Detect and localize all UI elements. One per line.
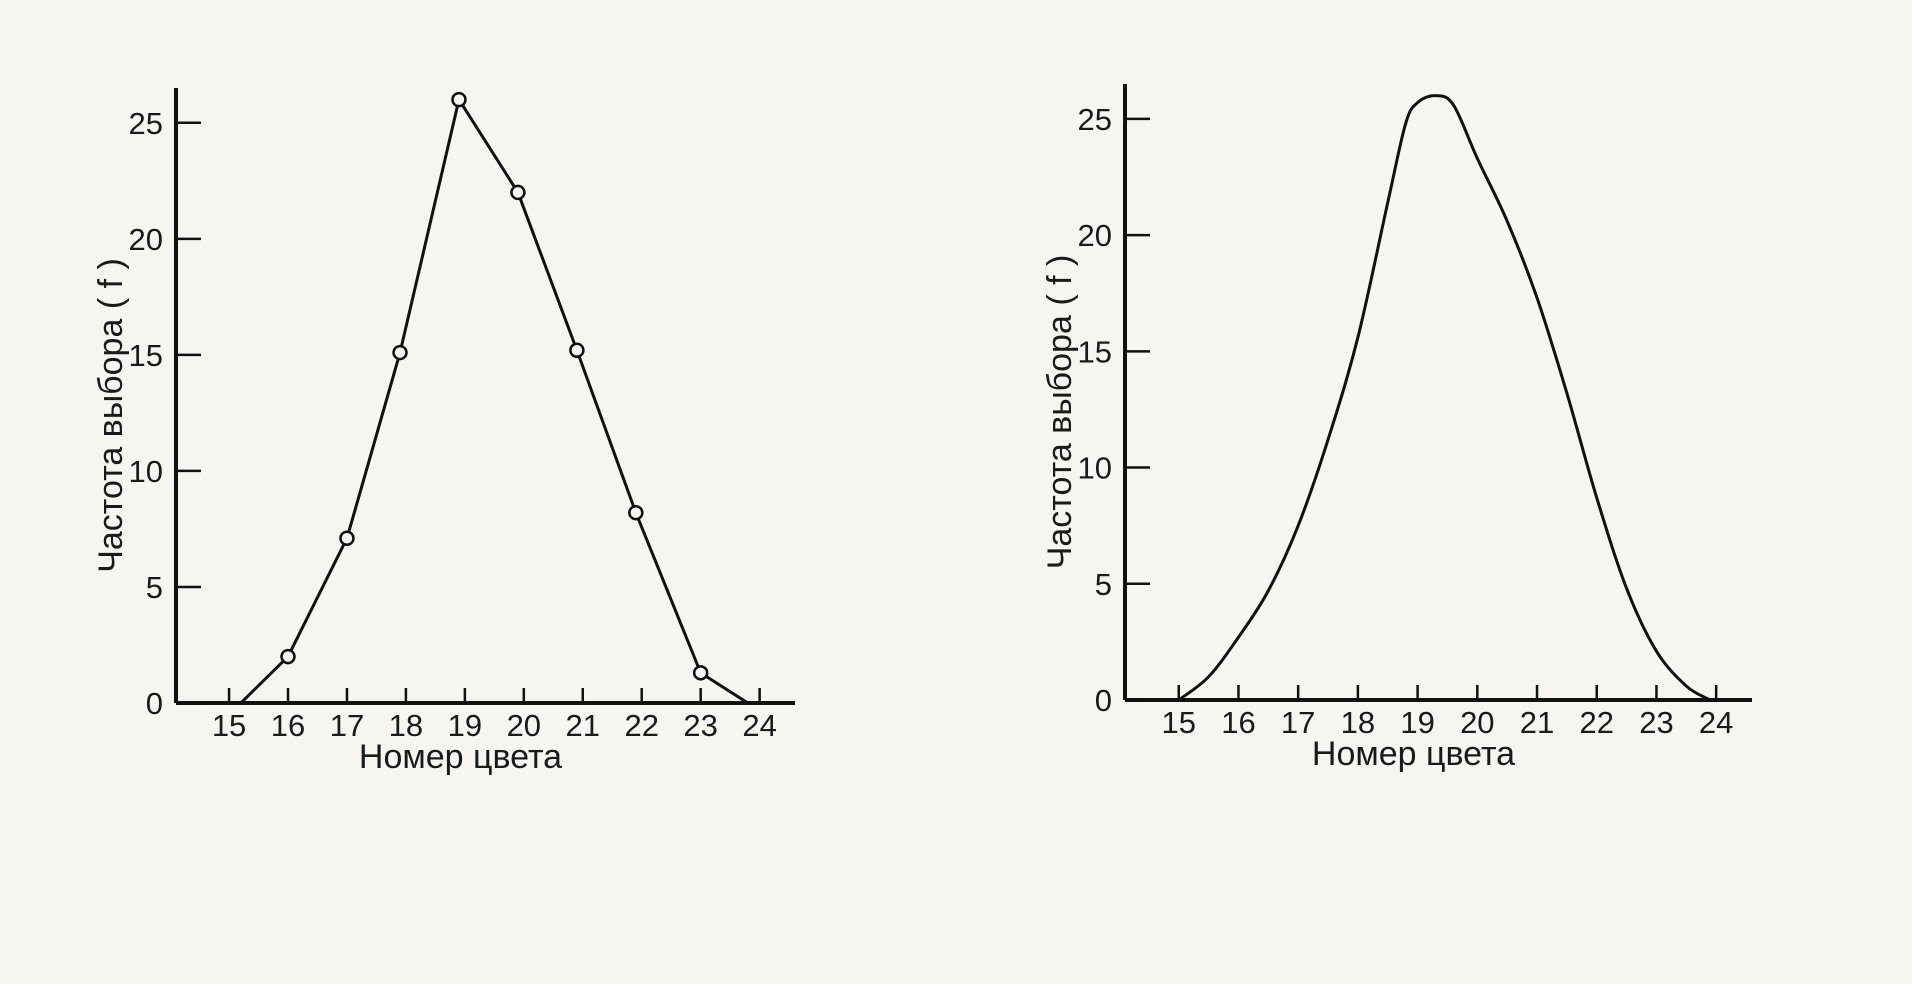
chart-left: 15 16 17 18 19 20 21 22 23 24 0 5 10 15 20 25 Номер цвет… bbox=[92, 88, 795, 776]
y-tick-label: 15 bbox=[129, 338, 163, 373]
x-tick-label: 19 bbox=[448, 708, 482, 743]
x-tick-label: 18 bbox=[1341, 705, 1375, 740]
x-tick-label: 19 bbox=[1400, 705, 1434, 740]
x-tick-label: 18 bbox=[389, 708, 423, 743]
y-tick-label: 0 bbox=[146, 686, 163, 721]
y-tick-label: 5 bbox=[146, 570, 163, 605]
x-tick-label: 16 bbox=[271, 708, 305, 743]
data-point bbox=[692, 665, 709, 681]
data-point bbox=[510, 184, 526, 201]
x-tick-label: 20 bbox=[507, 708, 541, 743]
x-tick-label: 16 bbox=[1221, 705, 1255, 740]
y-tick-label: 0 bbox=[1095, 683, 1112, 718]
series-line bbox=[1177, 94, 1711, 702]
x-tick-label: 21 bbox=[1520, 705, 1554, 740]
data-point bbox=[451, 91, 467, 108]
data-point bbox=[339, 530, 355, 546]
x-tick-label: 15 bbox=[212, 708, 246, 743]
y-axis-title: Частота выбора ( f ) bbox=[1041, 255, 1079, 570]
data-point bbox=[569, 342, 585, 358]
y-tick-label: 5 bbox=[1095, 567, 1112, 602]
x-axis-title: Номер цвета bbox=[359, 738, 562, 776]
data-point bbox=[280, 648, 296, 665]
x-tick-label: 22 bbox=[624, 708, 658, 743]
data-point bbox=[628, 504, 644, 521]
x-tick-label: 17 bbox=[330, 708, 364, 743]
x-tick-label: 22 bbox=[1580, 705, 1614, 740]
x-tick-label: 15 bbox=[1162, 705, 1196, 740]
x-tick-label: 20 bbox=[1460, 705, 1494, 740]
series-line bbox=[239, 98, 749, 705]
y-tick-label: 25 bbox=[1078, 102, 1112, 137]
x-tick-label: 24 bbox=[1699, 705, 1733, 740]
y-tick-label: 10 bbox=[129, 454, 163, 489]
x-tick-label: 24 bbox=[742, 708, 776, 743]
x-axis-title: Номер цвета bbox=[1312, 735, 1515, 773]
y-tick-label: 20 bbox=[129, 222, 163, 257]
y-tick-label: 20 bbox=[1078, 218, 1112, 253]
y-tick-label: 15 bbox=[1078, 334, 1112, 369]
x-tick-label: 21 bbox=[566, 708, 600, 743]
chart-right: 15 16 17 18 19 20 21 22 23 24 0 5 10 15 20 25 Номер цвет… bbox=[1041, 84, 1752, 773]
x-tick-label: 17 bbox=[1281, 705, 1315, 740]
data-point bbox=[392, 344, 408, 361]
y-tick-label: 10 bbox=[1078, 451, 1112, 486]
y-axis-title: Частота выбора ( f ) bbox=[92, 258, 130, 573]
x-tick-label: 23 bbox=[683, 708, 717, 743]
x-tick-label: 23 bbox=[1639, 705, 1673, 740]
y-tick-label: 25 bbox=[129, 106, 163, 141]
